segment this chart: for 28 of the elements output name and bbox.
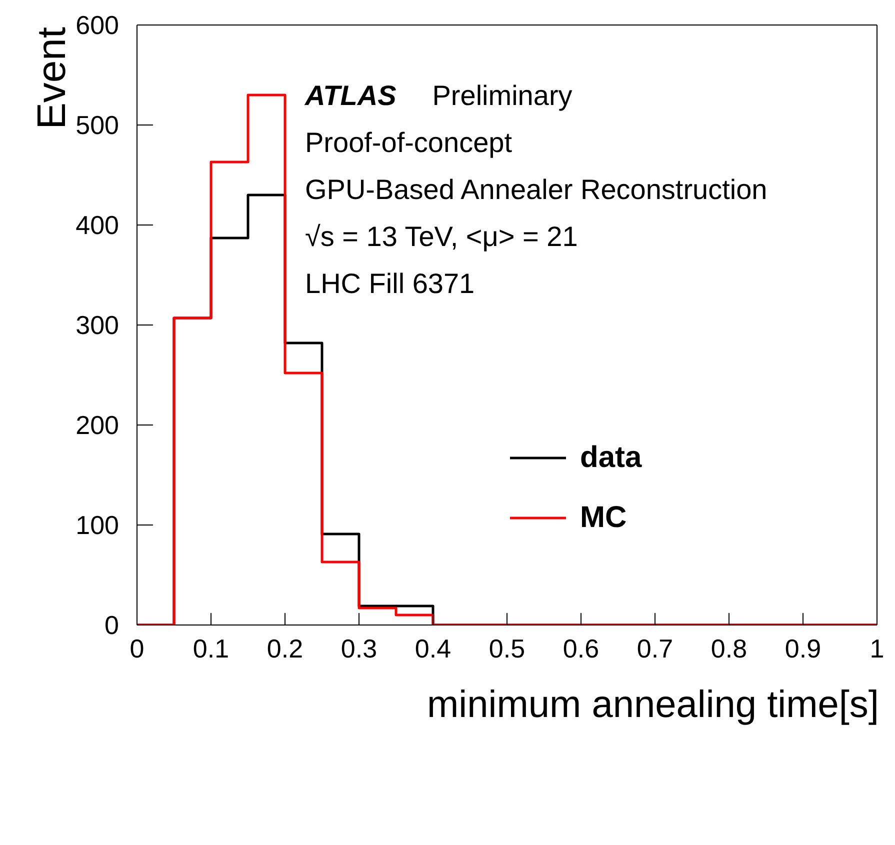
legend-label: MC [580, 501, 627, 535]
x-tick-label: 0.8 [710, 633, 748, 664]
y-tick-label: 0 [104, 610, 119, 640]
y-tick-label: 300 [76, 310, 119, 340]
annotation: LHC Fill 6371 [305, 267, 476, 301]
x-tick-label: 0.1 [192, 633, 230, 664]
x-tick-label: 0.2 [266, 633, 304, 664]
y-axis-title: Event [30, 27, 74, 130]
annotation: Proof-of-concept [305, 126, 513, 160]
x-tick-label: 0.9 [784, 633, 822, 664]
annotation: GPU-Based Annealer Reconstruction [305, 173, 768, 207]
y-tick-label: 600 [76, 10, 119, 40]
x-tick-label: 0.5 [488, 633, 526, 664]
annotation: Preliminary [432, 80, 572, 111]
x-tick-label: 0.4 [414, 633, 452, 664]
x-tick-label: 0 [130, 633, 144, 664]
x-tick-label: 0.7 [636, 633, 674, 664]
y-tick-label: 100 [76, 510, 119, 540]
x-axis-title: minimum annealing time[s] [427, 684, 879, 726]
x-tick-label: 0.3 [340, 633, 378, 664]
x-tick-label: 0.6 [562, 633, 600, 664]
annotation: √s = 13 TeV, <μ> = 21 [305, 220, 579, 254]
annotation: ATLAS [305, 80, 396, 111]
y-tick-label: 400 [76, 210, 119, 240]
y-tick-label: 500 [76, 110, 119, 140]
x-tick-label: 1 [870, 633, 884, 664]
y-tick-label: 200 [76, 410, 119, 440]
legend-label: data [580, 441, 642, 475]
